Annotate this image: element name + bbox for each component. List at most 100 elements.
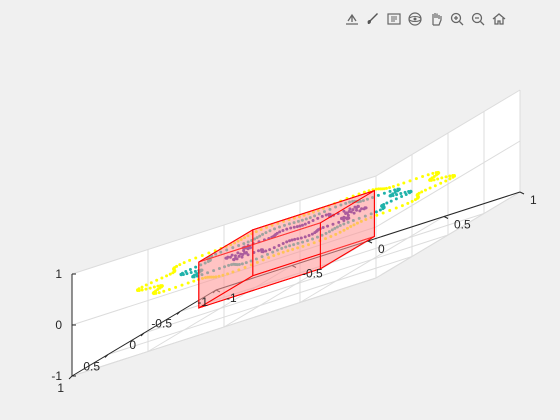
scatter-point <box>348 207 352 211</box>
scatter-point <box>155 278 159 282</box>
scatter-point <box>286 249 290 253</box>
scatter-point <box>388 189 392 193</box>
scatter-point <box>312 241 316 245</box>
scatter-point <box>400 195 404 199</box>
scatter-point <box>328 207 332 211</box>
scatter-point <box>311 237 315 241</box>
x-tick-label: 0 <box>129 338 136 352</box>
scatter-point <box>300 223 304 227</box>
scatter-point <box>337 220 341 224</box>
scatter-point <box>157 291 161 295</box>
scatter-point <box>226 272 230 276</box>
scatter-point <box>346 216 350 220</box>
scatter-point <box>246 234 250 238</box>
scatter-point <box>327 212 331 216</box>
scatter-point <box>162 289 166 293</box>
scatter-point <box>192 279 196 283</box>
scatter-point <box>299 236 303 240</box>
scatter-point <box>275 248 279 252</box>
scatter-point <box>394 197 398 201</box>
scatter-point <box>388 186 392 190</box>
scatter-point <box>227 263 231 267</box>
scatter-point <box>408 179 412 183</box>
scatter-point <box>334 205 338 209</box>
scatter-point <box>431 171 435 175</box>
scatter-point <box>217 274 221 278</box>
scatter-point <box>333 226 337 230</box>
scatter-point <box>374 187 378 191</box>
export-icon[interactable] <box>343 9 361 29</box>
scatter-point <box>214 275 218 279</box>
scatter-point <box>347 209 351 213</box>
scatter-point <box>264 225 268 229</box>
x-tick-label: -1 <box>197 295 208 309</box>
scatter-point <box>289 226 293 230</box>
scatter-point <box>231 270 235 274</box>
z-tick-label: 1 <box>55 267 62 281</box>
scatter-point <box>426 173 430 177</box>
scatter-point <box>395 193 399 197</box>
scatter-point <box>237 244 241 248</box>
scatter-point <box>264 231 268 235</box>
scatter-point <box>200 276 204 280</box>
scatter-point <box>339 203 343 207</box>
scatter-point <box>326 224 330 228</box>
scatter-point <box>385 201 389 205</box>
scatter-point <box>246 253 250 257</box>
scatter-point <box>361 199 365 203</box>
scatter-point <box>266 252 270 256</box>
y-tick <box>291 265 297 268</box>
scatter-point <box>407 190 411 194</box>
zoom-out-icon[interactable] <box>469 9 487 29</box>
scatter-point <box>393 190 397 194</box>
brush-icon[interactable] <box>364 9 382 29</box>
x-tick <box>68 375 73 380</box>
scatter-point <box>199 263 203 267</box>
tick-labels: -1-0.500.51-1-0.500.51-101 <box>51 193 537 395</box>
scatter-point <box>301 244 305 248</box>
scatter-point <box>378 208 382 212</box>
scatter-point <box>260 255 264 259</box>
scatter-point <box>244 251 248 255</box>
scatter-point <box>320 214 324 218</box>
scatter-point <box>342 209 346 213</box>
scatter-point <box>296 241 300 245</box>
scatter-point <box>382 202 386 206</box>
scatter-point <box>363 206 367 210</box>
scatter-point <box>301 240 305 244</box>
scatter-point <box>165 274 169 278</box>
floor-gridline-x <box>107 256 413 355</box>
zoom-in-icon[interactable] <box>448 9 466 29</box>
scatter-point <box>384 186 388 190</box>
scatter-point <box>440 176 444 180</box>
scatter-point <box>402 181 406 185</box>
scatter-point <box>241 253 245 257</box>
data-tips-icon[interactable] <box>385 9 403 29</box>
scatter-point <box>185 272 189 276</box>
scatter-point <box>399 191 403 195</box>
scatter-point <box>432 178 436 182</box>
scatter-point <box>272 246 276 250</box>
scatter-point <box>285 227 289 231</box>
scatter-point <box>277 244 281 248</box>
scatter-point <box>255 236 259 240</box>
scatter-point <box>355 208 359 212</box>
scatter-point <box>322 210 326 214</box>
pan-icon[interactable] <box>427 9 445 29</box>
scatter-point <box>171 271 175 275</box>
scatter-point <box>156 288 160 292</box>
rotate-3d-icon[interactable] <box>406 9 424 29</box>
wall-gridline-z <box>71 175 377 275</box>
scatter-point <box>273 227 277 231</box>
scatter-point <box>182 261 186 265</box>
home-icon[interactable] <box>490 9 508 29</box>
floor-gridline-y <box>223 240 369 328</box>
scatter-point <box>342 215 346 219</box>
scatter-points <box>136 170 456 296</box>
scatter-point <box>433 184 437 188</box>
scatter-point <box>195 274 199 278</box>
scatter-point <box>330 228 334 232</box>
scatter-point <box>144 283 148 287</box>
scatter-point <box>270 223 274 227</box>
x-tick-label: 1 <box>57 381 64 395</box>
